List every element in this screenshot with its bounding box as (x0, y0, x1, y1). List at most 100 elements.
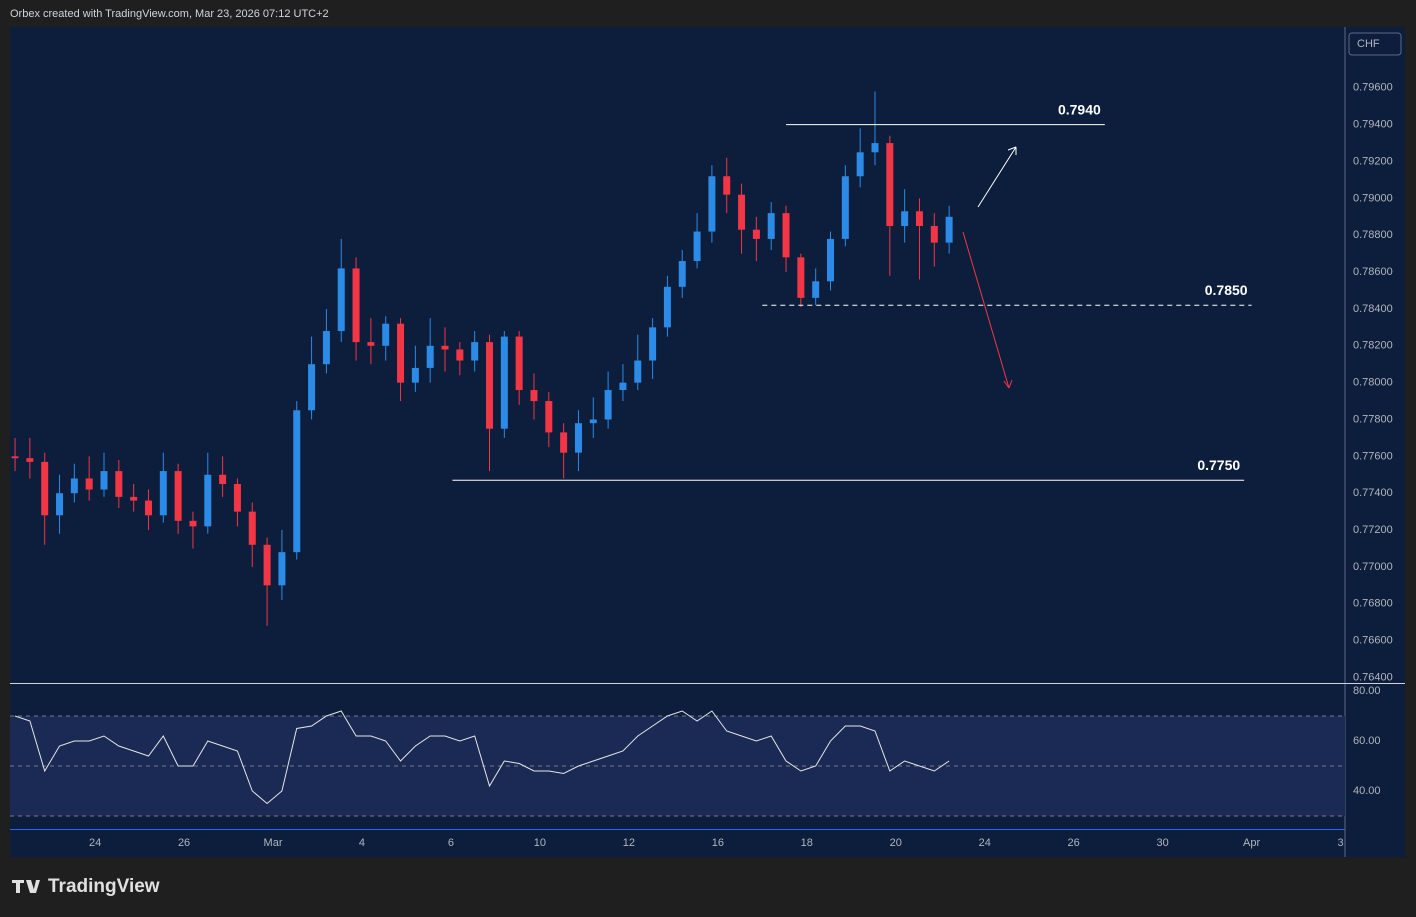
header: Orbex created with TradingView.com, Mar … (10, 8, 329, 20)
y-tick-label: 0.78600 (1353, 266, 1393, 278)
candle-body (827, 238, 835, 282)
x-tick-label: 3 (1337, 837, 1343, 849)
y-tick-label: 0.78800 (1353, 229, 1393, 241)
candle-body (144, 500, 152, 516)
level-label: 0.7940 (1058, 101, 1101, 117)
x-tick-label: Mar (264, 837, 283, 849)
candle-body (901, 211, 909, 227)
candle-body (915, 211, 923, 227)
candle-body (456, 349, 464, 361)
candle-body (308, 364, 316, 411)
candle-body (812, 281, 820, 298)
candle-body (322, 331, 330, 365)
candle-body (248, 511, 256, 545)
level-label: 0.7850 (1205, 282, 1248, 298)
candle-body (70, 478, 78, 494)
candle-body (678, 261, 686, 287)
candle-body (85, 478, 93, 490)
x-tick-label: 12 (623, 837, 635, 849)
candle-body (634, 360, 642, 383)
candle-body (56, 493, 64, 516)
rsi-line (14, 710, 950, 805)
candle-body (856, 152, 864, 177)
candle-body (604, 390, 612, 420)
y-tick-label: 0.79400 (1353, 119, 1393, 131)
y-tick-label: 0.76400 (1353, 671, 1393, 683)
y-tick-label: 0.77000 (1353, 561, 1393, 573)
y-tick-label: 0.78200 (1353, 340, 1393, 352)
candle-body (500, 336, 508, 429)
x-tick-label: 16 (712, 837, 724, 849)
candle-body (352, 268, 360, 343)
y-tick-label: 0.76800 (1353, 598, 1393, 610)
candle-body (11, 456, 19, 459)
candle-body (426, 345, 434, 368)
y-tick-label: 0.79000 (1353, 192, 1393, 204)
candle-body (886, 143, 894, 227)
candle-body (278, 552, 286, 586)
logo-text: TradingView (48, 876, 160, 897)
candle-body (723, 176, 731, 195)
x-tick-label: 30 (1157, 837, 1169, 849)
arrow (962, 231, 1010, 389)
y-tick-label: 0.78000 (1353, 377, 1393, 389)
x-tick-label: 24 (979, 837, 991, 849)
y-tick-label: 0.78400 (1353, 303, 1393, 315)
candle-body (782, 213, 790, 258)
candle-body (619, 382, 627, 391)
candle-body (930, 226, 938, 243)
x-tick-label: Apr (1243, 837, 1260, 849)
candle-body (530, 390, 538, 402)
currency-box (1348, 32, 1402, 56)
candle-body (589, 419, 597, 424)
x-tick-label: 6 (448, 837, 454, 849)
y-tick-label: 0.79600 (1353, 82, 1393, 94)
x-tick-label: 20 (890, 837, 902, 849)
y-tick-label: 60.00 (1353, 735, 1381, 747)
candle-body (560, 432, 568, 453)
candle-body (26, 458, 34, 462)
candle-body (100, 471, 108, 490)
y-tick-label: 0.77800 (1353, 413, 1393, 425)
candle-body (708, 176, 716, 232)
candle-body (174, 471, 182, 521)
candle-body (115, 471, 123, 497)
candle-body (41, 461, 49, 516)
y-tick-label: 80.00 (1353, 685, 1381, 697)
x-tick-label: 4 (359, 837, 365, 849)
candle-body (189, 520, 197, 527)
arrow (977, 146, 1017, 208)
arrow-head (1007, 146, 1017, 155)
candle-body (219, 474, 227, 484)
y-tick-label: 40.00 (1353, 785, 1381, 797)
candle-body (738, 194, 746, 230)
x-tick-label: 10 (534, 837, 546, 849)
candle-body (663, 286, 671, 328)
candle-body (441, 345, 449, 350)
y-tick-label: 0.79200 (1353, 155, 1393, 167)
candle-body (263, 544, 271, 586)
candle-body (397, 323, 405, 383)
y-tick-label: 0.77200 (1353, 524, 1393, 536)
candle-body (871, 143, 879, 153)
candle-body (515, 336, 523, 391)
candle-body (293, 410, 301, 553)
candle-body (337, 268, 345, 332)
candle-body (367, 342, 375, 346)
candle-body (411, 367, 419, 383)
candle-body (204, 474, 212, 527)
candle-body (797, 257, 805, 298)
candle-body (752, 229, 760, 239)
y-tick-label: 0.77600 (1353, 450, 1393, 462)
y-tick-label: 0.76600 (1353, 635, 1393, 647)
logo-icon (12, 880, 40, 893)
arrow-head (1003, 379, 1013, 389)
candle-body (130, 496, 138, 501)
x-tick-label: 18 (801, 837, 813, 849)
candle-body (693, 231, 701, 262)
candle-body (159, 471, 167, 516)
candle-body (471, 342, 479, 361)
currency: CHF (1357, 38, 1380, 50)
